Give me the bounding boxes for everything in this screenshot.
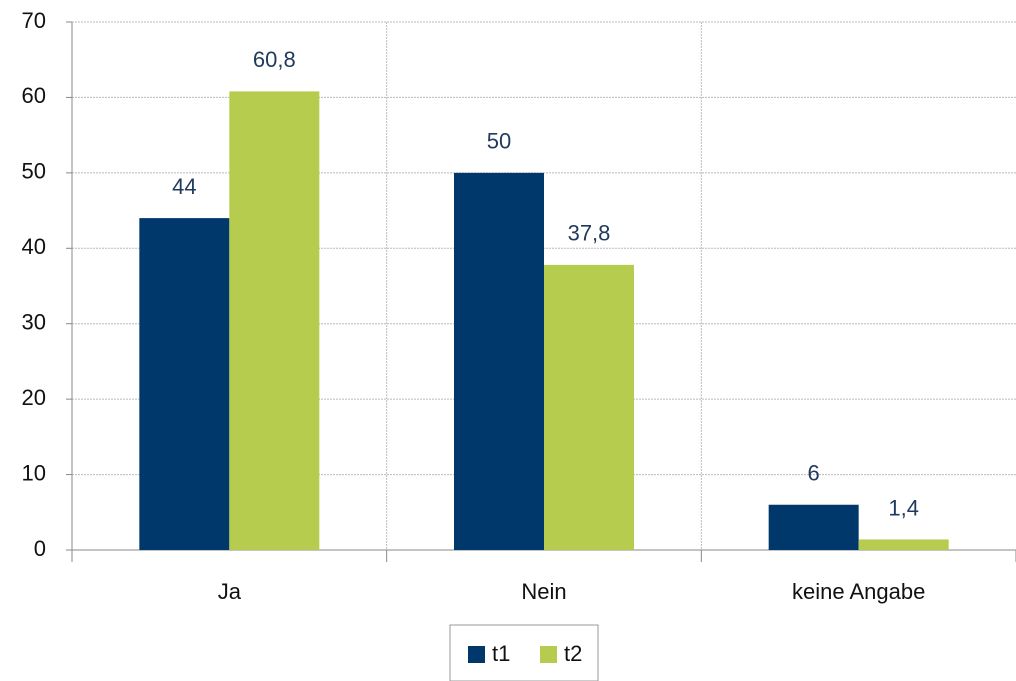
y-tick-label: 60 — [22, 83, 46, 108]
legend-swatch — [540, 646, 557, 663]
y-tick-label: 30 — [22, 310, 46, 335]
y-tick-label: 0 — [34, 536, 46, 561]
bar — [229, 91, 320, 550]
bar — [544, 264, 634, 550]
value-label: 6 — [808, 461, 820, 486]
x-tick-label: Ja — [218, 579, 242, 604]
bar — [454, 172, 544, 550]
x-tick-label: keine Angabe — [792, 579, 925, 604]
bar — [768, 504, 859, 550]
value-label: 50 — [487, 129, 511, 154]
y-tick-label: 40 — [22, 234, 46, 259]
bar — [858, 539, 949, 550]
legend-label: t2 — [564, 641, 582, 666]
value-label: 60,8 — [253, 47, 296, 72]
bar — [139, 218, 230, 550]
y-tick-label: 10 — [22, 460, 46, 485]
x-tick-label: Nein — [521, 579, 566, 604]
y-tick-label: 70 — [22, 8, 46, 33]
y-tick-label: 50 — [22, 159, 46, 184]
legend-swatch — [468, 646, 485, 663]
legend-label: t1 — [492, 641, 510, 666]
value-label: 44 — [172, 174, 196, 199]
value-label: 1,4 — [888, 495, 919, 520]
value-label: 37,8 — [568, 221, 611, 246]
y-tick-label: 20 — [22, 385, 46, 410]
